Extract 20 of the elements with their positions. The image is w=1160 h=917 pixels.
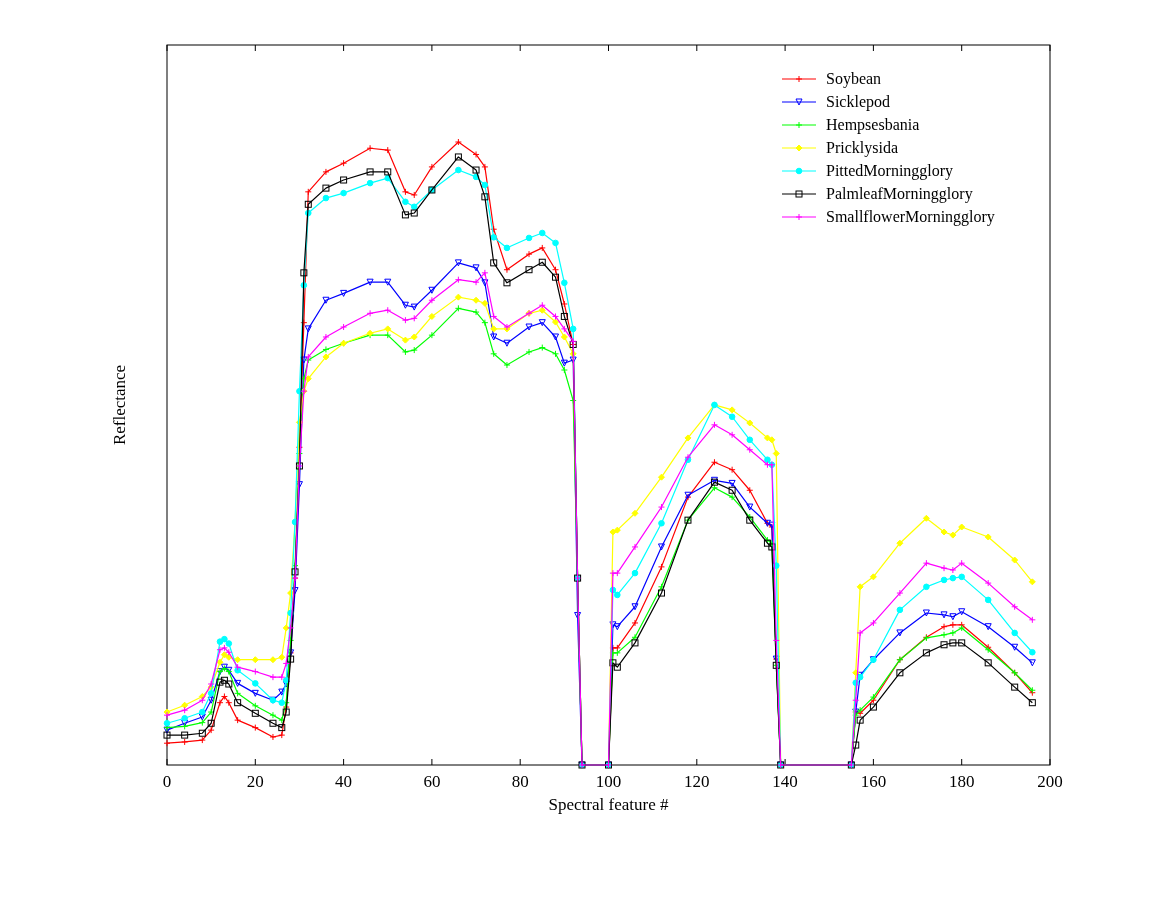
legend-label: PalmleafMorningglory [826,185,973,203]
x-tick-label: 140 [772,772,798,791]
x-axis-title: Spectral feature # [548,795,669,814]
x-tick-label: 120 [684,772,710,791]
legend-label: SmallflowerMorningglory [826,208,995,226]
x-tick-label: 180 [948,772,975,791]
legend-label: Soybean [826,70,882,88]
legend-label: Hempsesbania [826,116,920,134]
x-tick-label: 200 [1037,772,1063,791]
x-tick-label: 80 [511,772,529,791]
x-tick-label: 160 [860,772,887,791]
x-tick-label: 100 [595,772,622,791]
x-tick-label: 0 [162,772,172,791]
y-axis-title: Reflectance [110,364,129,446]
legend-label: Pricklysida [826,139,898,157]
x-tick-label: 60 [423,772,441,791]
x-tick-label: 40 [335,772,353,791]
legend-label: Sicklepod [826,93,890,111]
x-tick-label: 20 [246,772,264,791]
legend-label: PittedMorningglory [826,162,954,180]
